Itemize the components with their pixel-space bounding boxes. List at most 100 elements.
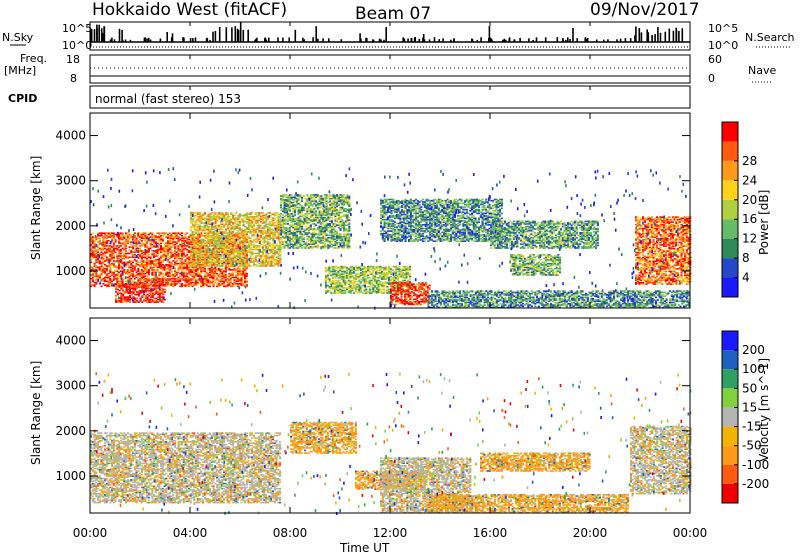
heatmap-cell — [155, 301, 158, 303]
heatmap-cell — [267, 223, 270, 226]
heatmap-cell — [132, 297, 135, 300]
heatmap-cell — [129, 292, 132, 295]
heatmap-cell — [325, 195, 328, 197]
heatmap-cell — [285, 214, 288, 216]
heatmap-cell — [287, 243, 290, 245]
heatmap-cell — [182, 279, 185, 281]
heatmap-cell — [198, 221, 201, 223]
heatmap-cell — [134, 289, 137, 292]
heatmap-cell — [141, 291, 144, 293]
heatmap-cell — [242, 270, 245, 272]
heatmap-cell — [186, 242, 189, 245]
heatmap-cell — [139, 297, 142, 300]
heatmap-cell — [219, 269, 222, 271]
heatmap-cell — [294, 200, 297, 202]
heatmap-cell — [111, 284, 114, 286]
heatmap-cell — [158, 271, 161, 274]
heatmap-cell — [256, 222, 259, 224]
heatmap-cell — [211, 245, 214, 247]
heatmap-cell — [212, 256, 215, 258]
noise-tick-bottom: 10^0 — [62, 39, 92, 52]
heatmap-cell — [256, 246, 259, 248]
heatmap-cell — [135, 262, 138, 265]
heatmap-cell — [223, 214, 226, 217]
heatmap-cell — [281, 230, 284, 233]
heatmap-cell — [205, 245, 208, 247]
heatmap-cell — [288, 214, 291, 216]
heatmap-cell — [121, 232, 124, 234]
heatmap-cell — [172, 255, 175, 257]
heatmap-cell — [212, 248, 215, 251]
heatmap-cell — [161, 251, 164, 253]
heatmap-cell — [219, 221, 222, 223]
heatmap-cell — [127, 286, 130, 288]
heatmap-cell — [265, 231, 268, 233]
heatmap-cell — [244, 276, 247, 279]
heatmap-cell — [90, 259, 93, 261]
heatmap-cell — [325, 218, 328, 220]
heatmap-cell — [294, 240, 297, 243]
heatmap-cell — [309, 199, 312, 201]
heatmap-cell — [225, 265, 228, 267]
heatmap-cell — [283, 210, 286, 213]
heatmap-cell — [107, 247, 110, 250]
freq-tick-bottom: 8 — [70, 72, 77, 85]
heatmap-cell — [242, 218, 245, 220]
heatmap-cell — [174, 255, 177, 257]
heatmap-cell — [111, 236, 114, 238]
heatmap-cell — [261, 227, 264, 229]
heatmap-cell — [140, 235, 143, 237]
heatmap-cell — [114, 261, 117, 264]
heatmap-cell — [279, 242, 282, 245]
heatmap-cell — [140, 252, 143, 255]
heatmap-cell — [160, 246, 163, 248]
heatmap-cell — [261, 250, 264, 252]
heatmap-cell — [218, 245, 221, 247]
heatmap-cell — [212, 276, 215, 279]
heatmap-cell — [200, 280, 203, 283]
heatmap-cell — [263, 261, 266, 263]
heatmap-cell — [214, 222, 217, 224]
heatmap-cell — [182, 265, 185, 267]
heatmap-cell — [260, 229, 263, 232]
heatmap-cell — [205, 214, 208, 217]
heatmap-cell — [146, 267, 149, 270]
heatmap-cell — [146, 259, 149, 261]
heatmap-cell — [216, 243, 219, 246]
heatmap-cell — [163, 243, 166, 246]
heatmap-cell — [225, 222, 228, 224]
heatmap-cell — [129, 287, 132, 289]
heatmap-cell — [151, 277, 154, 280]
heatmap-cell — [197, 213, 200, 215]
heatmap-cell — [181, 242, 184, 245]
heatmap-cell — [109, 256, 112, 259]
heatmap-cell — [118, 286, 121, 288]
heatmap-cell — [212, 255, 215, 257]
heatmap-cell — [164, 288, 167, 291]
heatmap-cell — [290, 225, 293, 228]
heatmap-cell — [294, 225, 297, 228]
heatmap-cell — [249, 242, 252, 245]
heatmap-cell — [322, 239, 325, 242]
heatmap-cell — [154, 283, 157, 285]
heatmap-cell — [325, 213, 328, 215]
heatmap-cell — [316, 219, 319, 221]
heatmap-cell — [162, 283, 165, 286]
heatmap-cell — [239, 213, 242, 215]
heatmap-cell — [295, 197, 298, 200]
heatmap-cell — [121, 236, 124, 238]
heatmap-cell — [114, 265, 117, 267]
heatmap-cell — [218, 217, 221, 219]
heatmap-cell — [196, 267, 199, 270]
heatmap-cell — [167, 259, 170, 261]
heatmap-cell — [302, 245, 305, 248]
heatmap-cell — [219, 213, 222, 215]
heatmap-cell — [181, 248, 184, 251]
heatmap-cell — [294, 209, 297, 211]
heatmap-cell — [205, 242, 208, 245]
heatmap-cell — [267, 260, 270, 262]
heatmap-cell — [186, 238, 189, 241]
heatmap-cell — [237, 215, 240, 218]
heatmap-cell — [172, 277, 175, 280]
heatmap-cell — [318, 226, 321, 229]
